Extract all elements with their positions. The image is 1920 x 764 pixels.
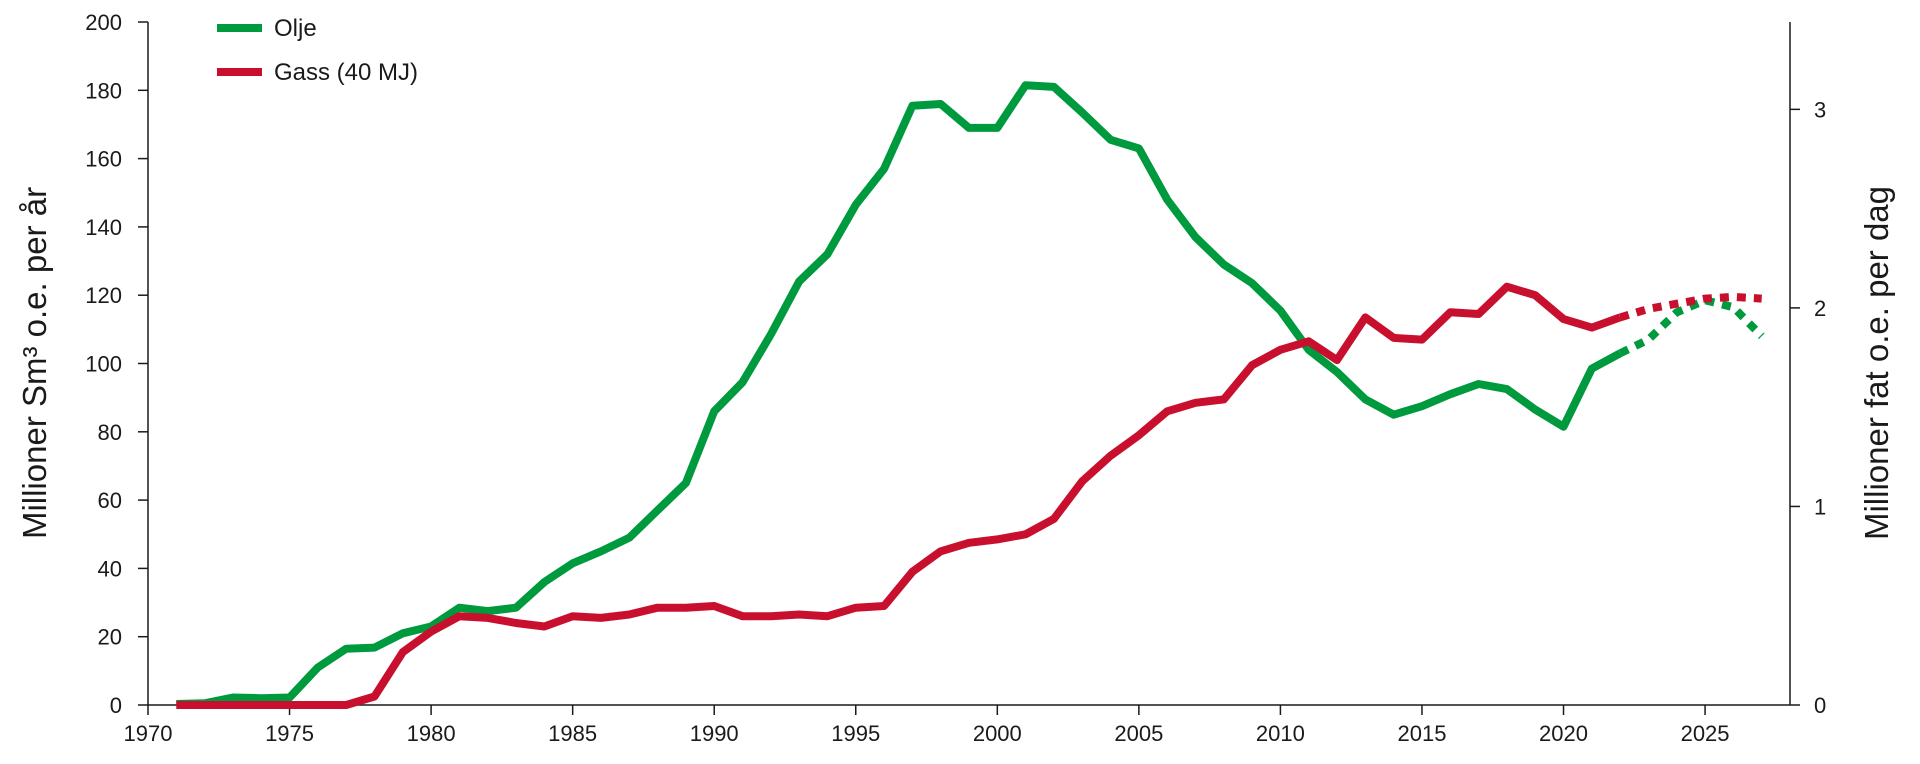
left-y-tick-label: 200 bbox=[85, 10, 122, 35]
left-y-tick-label: 100 bbox=[85, 352, 122, 377]
series-line-olje bbox=[176, 81, 1623, 708]
x-tick-label: 1975 bbox=[265, 721, 314, 746]
left-y-axis-title: Millioner Sm³ o.e. per år bbox=[16, 187, 53, 539]
series-line-gass-40-mj bbox=[176, 282, 1622, 709]
right-y-tick-label: 3 bbox=[1814, 97, 1826, 122]
legend: Olje Gass (40 MJ) bbox=[217, 15, 418, 86]
x-tick-label: 2010 bbox=[1256, 721, 1305, 746]
x-tick-label: 1990 bbox=[690, 721, 739, 746]
x-tick-label: 1980 bbox=[407, 721, 456, 746]
left-y-axis: 0 20 40 60 80 100 120 140 160 180 200 bbox=[85, 10, 149, 718]
x-tick-label: 2000 bbox=[973, 721, 1022, 746]
right-y-axis-title: Millioner fat o.e. per dag bbox=[1858, 186, 1895, 540]
x-tick-label: 2020 bbox=[1539, 721, 1588, 746]
x-axis: 1970 1975 1980 1985 1990 1995 2000 2005 2010 2015… bbox=[124, 704, 1790, 746]
left-y-tick-label: 0 bbox=[110, 693, 122, 718]
x-tick-label: 2025 bbox=[1681, 721, 1730, 746]
right-y-tick-label: 1 bbox=[1814, 494, 1826, 519]
right-y-tick-label: 0 bbox=[1814, 693, 1826, 718]
legend-label-gass: Gass (40 MJ) bbox=[274, 59, 418, 86]
series-forecast-line-gass-40-mj bbox=[1618, 292, 1762, 322]
x-tick-label: 1970 bbox=[124, 721, 173, 746]
x-tick-label: 1995 bbox=[831, 721, 880, 746]
left-y-tick-label: 140 bbox=[85, 215, 122, 240]
series-layer bbox=[176, 81, 1765, 709]
right-y-axis: 0 1 2 3 bbox=[1789, 22, 1826, 718]
left-y-tick-label: 40 bbox=[98, 556, 122, 581]
left-y-tick-label: 180 bbox=[85, 78, 122, 103]
left-y-tick-label: 160 bbox=[85, 147, 122, 172]
x-tick-label: 2005 bbox=[1114, 721, 1163, 746]
left-y-tick-label: 80 bbox=[98, 420, 122, 445]
left-y-tick-label: 120 bbox=[85, 283, 122, 308]
series-forecast-line-olje bbox=[1618, 296, 1765, 357]
left-y-tick-label: 20 bbox=[98, 625, 122, 650]
right-y-tick-label: 2 bbox=[1814, 296, 1826, 321]
legend-label-olje: Olje bbox=[274, 15, 317, 42]
left-y-tick-label: 60 bbox=[98, 488, 122, 513]
x-tick-label: 1985 bbox=[548, 721, 597, 746]
x-tick-label: 2015 bbox=[1397, 721, 1446, 746]
